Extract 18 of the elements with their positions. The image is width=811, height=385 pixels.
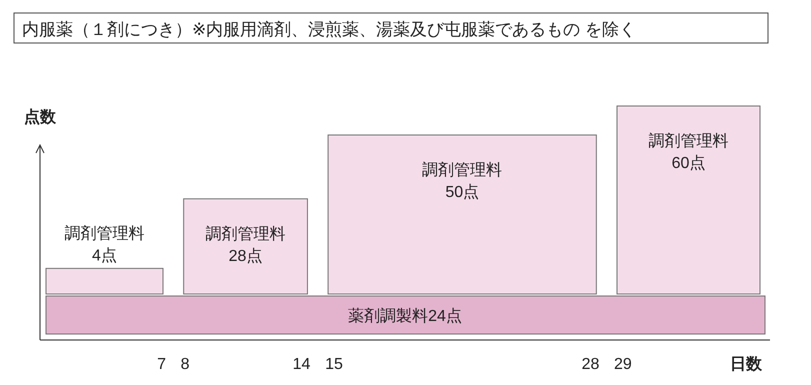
data-label: 50点: [445, 183, 480, 201]
category-label: 調剤管理料: [64, 224, 144, 242]
text: 28: [582, 356, 600, 373]
text: 8: [180, 356, 190, 373]
text: 日数: [730, 355, 763, 373]
category-label: 調剤管理料: [422, 161, 502, 179]
category-label: 調剤管理料: [206, 224, 286, 243]
text: 点数: [24, 108, 57, 126]
data-label: 4点: [92, 246, 117, 264]
text: 7: [157, 356, 166, 373]
text: 内服薬（１剤につき）※内服用滴剤、浸煎薬、湯薬及び屯服薬であるもの を除く: [22, 20, 636, 39]
text: 14: [292, 356, 311, 373]
text: 薬剤調製料24点: [348, 308, 462, 325]
category-label: 調剤管理料: [648, 132, 728, 150]
data-label: 60点: [672, 154, 706, 172]
data-label: 28点: [228, 246, 262, 265]
text: 29: [614, 356, 632, 373]
text: 15: [325, 356, 343, 373]
